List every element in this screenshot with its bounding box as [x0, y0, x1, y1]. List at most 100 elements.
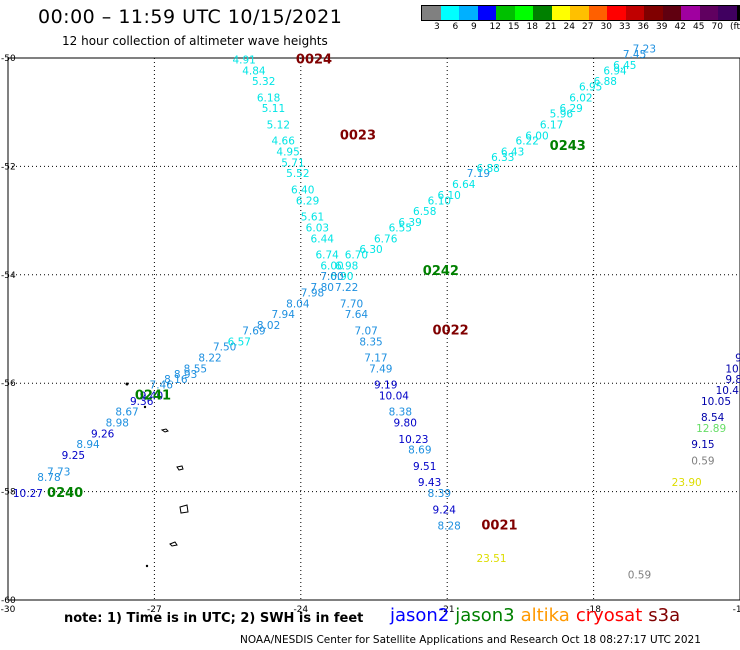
pass-label: 0242	[423, 264, 459, 279]
color-scale-label: 9	[471, 22, 477, 32]
wave-height-value: 7.69	[242, 325, 265, 337]
wave-height-value: 6.18	[257, 92, 280, 104]
wave-height-value: 6.02	[569, 92, 592, 104]
color-swatch	[625, 6, 644, 20]
wave-height-value: 5.71	[281, 157, 304, 169]
wave-height-value: 4.84	[242, 65, 266, 77]
wave-height-value: 4.95	[276, 147, 299, 159]
color-swatch	[644, 6, 663, 20]
altimeter-tracks: 4.914.845.32 6.185.11 5.12 4.664.955.715.52…	[13, 44, 740, 582]
island-shape	[179, 504, 189, 514]
wave-height-value: 7.46	[150, 380, 174, 392]
wave-height-value: 7.49	[369, 363, 392, 375]
wave-height-value: 6.03	[306, 222, 329, 234]
wave-height-value: 9.24	[433, 504, 457, 516]
wave-height-value: 6.88	[594, 76, 617, 88]
wave-height-value: 7.80	[311, 282, 334, 294]
wave-height-value: 6.90	[330, 271, 353, 283]
y-tick-label: -60	[1, 596, 16, 606]
wave-height-value: 8.16	[164, 374, 188, 386]
wave-height-value: 7.70	[340, 298, 363, 310]
wave-height-value: 8.94	[76, 439, 100, 451]
wave-height-value: 6.98	[335, 260, 358, 272]
wave-height-value: 6.00	[525, 130, 548, 142]
color-swatch	[736, 6, 740, 20]
chart-title: 00:00 – 11:59 UTC 10/15/2021	[38, 6, 343, 28]
wave-height-value: 7.23	[633, 44, 656, 56]
wave-height-value: 7.50	[213, 342, 236, 354]
wave-height-value: 12.89	[696, 423, 726, 435]
wave-height-value: 6.88	[476, 163, 499, 175]
wave-height-value: 7.00	[320, 271, 343, 283]
wave-height-value: 8.38	[389, 407, 412, 419]
color-swatch	[422, 6, 441, 20]
wave-height-value: 6.30	[359, 244, 382, 256]
satellite-legend: jason2 jason3 altika cryosat s3a	[390, 605, 686, 626]
pass-label: 0023	[340, 128, 376, 143]
wave-height-value: 10.42	[716, 385, 740, 397]
wave-height-value: 7.19	[467, 168, 490, 180]
wave-height-value: 5.12	[267, 119, 290, 131]
x-tick-label: -24	[293, 605, 308, 615]
wave-height-value: 8.93	[174, 369, 197, 381]
wave-height-value: 8.28	[437, 521, 460, 533]
wave-height-value: 6.43	[501, 147, 524, 159]
wave-height-value: 7.45	[623, 49, 646, 61]
color-scale-bar	[421, 5, 740, 21]
pass-labels: 0024 0023 0022 0021 0243 0242 0241 0240	[47, 52, 586, 533]
wave-height-value: 6.29	[296, 195, 319, 207]
island-shape	[160, 428, 169, 433]
wave-height-value: 8.69	[408, 445, 431, 457]
color-scale-label: 12	[489, 22, 501, 32]
axis-tick-labels: -30 -27 -24 -21 -18 -15 -50 -52 -54 -56 -58 -60	[1, 54, 740, 615]
color-scale-label: 3	[434, 22, 440, 32]
color-scale-label: 24	[563, 22, 575, 32]
color-scale-label: 39	[656, 22, 668, 32]
color-swatch	[681, 6, 700, 20]
y-tick-label: -56	[1, 379, 16, 389]
y-tick-label: -54	[1, 271, 16, 281]
chart-subtitle: 12 hour collection of altimeter wave hei…	[62, 34, 328, 48]
wave-height-value: 8.54	[701, 412, 725, 424]
wave-height-value: 0.59	[691, 456, 714, 468]
wave-height-value: 9.15	[691, 439, 714, 451]
wave-height-value: 7.17	[364, 353, 387, 365]
y-tick-label: -50	[1, 54, 16, 64]
color-swatch	[718, 6, 737, 20]
x-tick-label: -21	[440, 605, 455, 615]
color-swatch	[607, 6, 626, 20]
wave-height-value: 0.59	[628, 569, 651, 581]
pass-label: 0241	[135, 388, 171, 403]
wave-height-value: 5.61	[301, 212, 324, 224]
color-swatch	[477, 6, 496, 20]
wave-height-value: 9.80	[394, 418, 417, 430]
wave-height-value: 10.04	[379, 390, 409, 402]
wave-height-value: 6.94	[603, 65, 627, 77]
wave-height-value: 9.43	[418, 477, 441, 489]
wave-height-value: 6.70	[345, 250, 368, 262]
wave-height-value: 4.91	[232, 54, 255, 66]
color-scale-label: 21	[545, 22, 557, 32]
wave-height-value: 6.10	[428, 195, 451, 207]
pass-label: 0243	[550, 139, 586, 154]
color-scale-label: 36	[637, 22, 649, 32]
wave-height-value: 6.17	[540, 119, 563, 131]
color-scale-label: 42	[674, 22, 686, 32]
wave-height-value: 8.55	[184, 363, 207, 375]
pass-label: 0240	[47, 486, 83, 501]
wave-height-value: 5.96	[550, 109, 574, 121]
wave-height-value: 9.36	[130, 396, 154, 408]
legend-item: s3a	[648, 605, 681, 626]
wave-height-value: 8.39	[428, 488, 451, 500]
color-swatch	[588, 6, 607, 20]
x-tick-label: -27	[147, 605, 162, 615]
island-shape	[143, 405, 147, 409]
y-tick-label: -58	[1, 488, 16, 498]
wave-height-value: 6.45	[613, 60, 636, 72]
island-outlines	[125, 382, 189, 568]
wave-height-value: 9.25	[62, 450, 85, 462]
wave-height-value: 8.04	[286, 298, 310, 310]
wave-height-value: 6.39	[398, 217, 421, 229]
plot-frame	[7, 57, 740, 601]
